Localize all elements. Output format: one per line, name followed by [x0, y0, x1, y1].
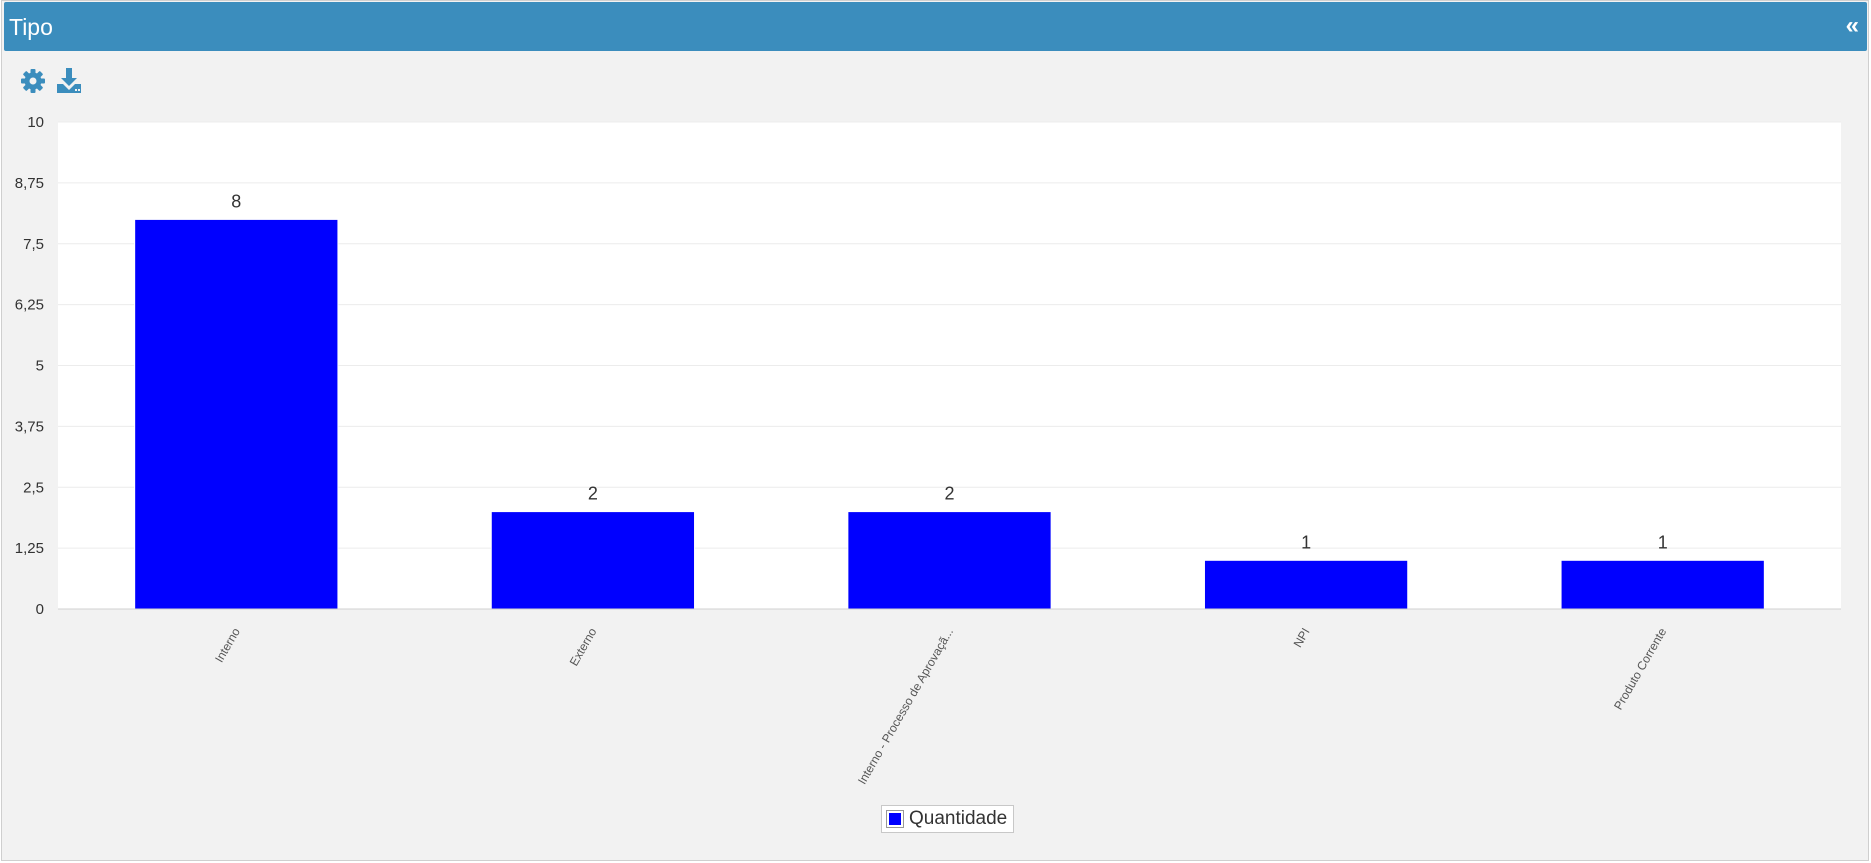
x-tick-label: Interno - Processo de Aprovaçã...: [855, 626, 956, 787]
y-tick-label: 10: [27, 114, 44, 131]
y-tick-label: 0: [36, 601, 44, 618]
panel-header: Tipo «: [4, 2, 1867, 51]
legend-label: Quantidade: [909, 808, 1008, 829]
y-tick-label: 3,75: [15, 418, 44, 435]
bar: [1203, 559, 1409, 610]
x-tick-label: NPI: [1291, 626, 1313, 650]
bar: [134, 218, 339, 610]
chart-legend[interactable]: Quantidade: [881, 805, 1015, 833]
data-label: 2: [944, 484, 954, 504]
bar: [1560, 559, 1765, 610]
data-label: 1: [1301, 532, 1311, 552]
y-tick-label: 1,25: [15, 540, 44, 557]
y-tick-label: 8,75: [15, 175, 44, 192]
bar: [847, 511, 1052, 610]
download-icon[interactable]: [55, 67, 83, 95]
gear-icon[interactable]: [19, 67, 47, 95]
y-tick-label: 7,5: [23, 236, 44, 253]
x-tick-label: Externo: [567, 625, 600, 668]
data-label: 1: [1658, 532, 1668, 552]
x-tick-label: Interno: [212, 625, 243, 665]
y-tick-label: 2,5: [23, 479, 44, 496]
y-tick-label: 5: [36, 358, 44, 375]
legend-swatch: [886, 810, 904, 828]
data-label: 2: [588, 484, 598, 504]
collapse-button[interactable]: «: [1845, 12, 1859, 39]
panel-title: Tipo: [9, 14, 53, 40]
x-tick-label: Produto Corrente: [1611, 625, 1669, 712]
data-label: 8: [231, 191, 241, 211]
y-tick-label: 6,25: [15, 297, 44, 314]
bar: [490, 511, 696, 610]
